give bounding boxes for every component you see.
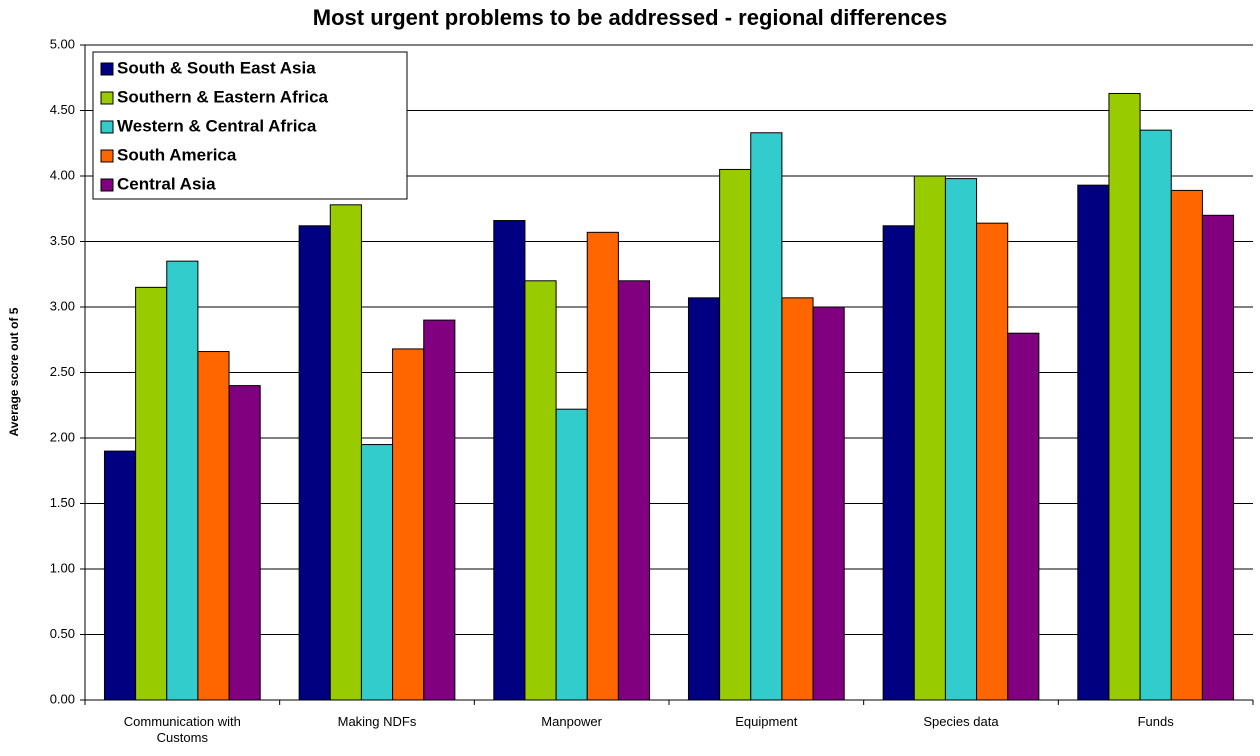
y-tick-label: 0.50	[50, 626, 75, 641]
bar	[1201, 214, 1235, 701]
bar	[1108, 92, 1141, 701]
bar	[617, 280, 651, 701]
bar	[750, 132, 783, 701]
y-tick-label: 2.00	[50, 429, 75, 444]
y-tick-label: 3.50	[50, 233, 75, 248]
bar	[719, 168, 752, 701]
y-tick-label: 3.00	[50, 298, 75, 313]
legend-swatch	[100, 62, 114, 76]
legend-label: South America	[117, 145, 237, 164]
y-tick-label: 4.50	[50, 102, 75, 117]
legend-label: Southern & Eastern Africa	[117, 87, 329, 106]
bar	[1007, 332, 1040, 701]
bar	[392, 348, 425, 701]
legend: South & South East Asia Southern & Easter…	[92, 51, 408, 200]
bar	[913, 175, 946, 701]
y-tick-label: 5.00	[50, 36, 75, 51]
bar	[882, 225, 915, 701]
bar	[103, 450, 137, 701]
legend-box	[92, 51, 408, 200]
y-tick-label: 1.50	[50, 495, 75, 510]
legend-swatch	[100, 120, 114, 134]
bar	[555, 408, 588, 701]
x-tick-label: Making NDFs	[337, 714, 417, 729]
bar	[135, 286, 168, 701]
bar	[1139, 129, 1172, 701]
bar	[586, 231, 619, 701]
bar	[228, 385, 261, 701]
bar	[1077, 184, 1110, 701]
bar	[329, 204, 362, 701]
bar	[166, 260, 199, 701]
bar	[976, 222, 1009, 701]
bar	[1170, 189, 1203, 701]
y-tick-label: 1.00	[50, 560, 75, 575]
legend-swatch	[100, 149, 114, 163]
legend-swatch	[100, 178, 114, 192]
x-tick-label: Equipment	[735, 714, 798, 729]
bar	[423, 319, 456, 701]
x-tick-label: Funds	[1137, 714, 1174, 729]
x-tick-label: Species data	[923, 714, 999, 729]
bar	[493, 220, 526, 701]
y-tick-label: 4.00	[50, 167, 75, 182]
y-axis-label: Average score out of 5	[7, 307, 21, 436]
legend-label: Central Asia	[117, 174, 216, 193]
y-tick-label: 0.00	[50, 691, 75, 706]
x-tick-label: Communication with Customs	[123, 714, 241, 745]
bar	[298, 225, 331, 701]
legend-swatch	[100, 91, 114, 105]
bar	[812, 306, 845, 701]
bar	[360, 444, 394, 701]
bar	[687, 297, 721, 701]
bar	[781, 297, 814, 701]
chart-title: Most urgent problems to be addressed - r…	[313, 5, 947, 30]
legend-label: Western & Central Africa	[117, 116, 317, 135]
bar	[524, 280, 557, 701]
y-tick-label: 2.50	[50, 364, 75, 379]
bar	[944, 178, 978, 701]
legend-label: South & South East Asia	[117, 58, 316, 77]
x-tick-label: Manpower	[541, 714, 602, 729]
bar	[197, 351, 230, 701]
